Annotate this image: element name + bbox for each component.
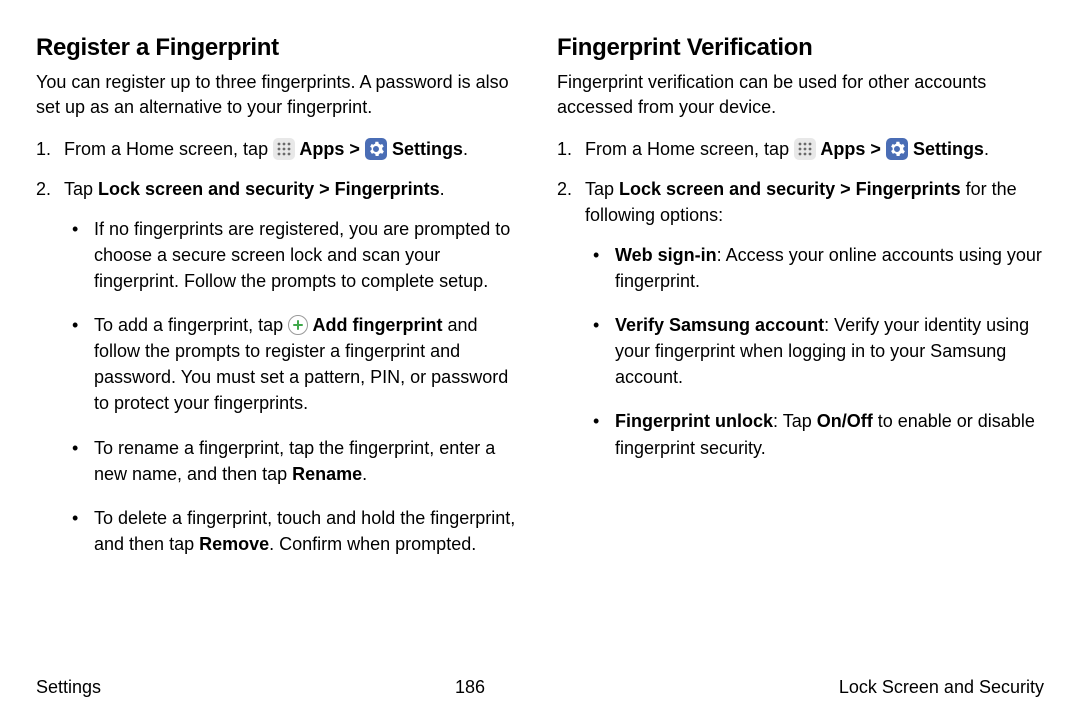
text: From a Home screen, tap [585,139,794,159]
text: From a Home screen, tap [64,139,273,159]
right-step-1: From a Home screen, tap Apps > Settings. [557,136,1044,162]
text: . [440,179,445,199]
add-icon [288,315,308,335]
text: If no fingerprints are registered, you a… [94,219,510,291]
left-step-1: From a Home screen, tap Apps > Settings. [36,136,523,162]
bullet-item: To rename a fingerprint, tap the fingerp… [64,435,523,487]
apps-label: Apps > [816,139,886,159]
footer-left: Settings [36,677,101,698]
text: . Confirm when prompted. [269,534,476,554]
bullet-item: If no fingerprints are registered, you a… [64,216,523,294]
text: Tap [64,179,98,199]
right-step-2: Tap Lock screen and security > Fingerpri… [557,176,1044,461]
bold-text: Lock screen and security > Fingerprints [98,179,440,199]
text: . [463,139,468,159]
left-bullets: If no fingerprints are registered, you a… [64,216,523,557]
bold-text: Rename [292,464,362,484]
bold-text: Web sign-in [615,245,717,265]
bold-text: Add fingerprint [308,315,442,335]
bullet-item: Web sign-in: Access your online accounts… [585,242,1044,294]
bullet-item: Fingerprint unlock: Tap On/Off to enable… [585,408,1044,460]
apps-icon [794,138,816,160]
apps-icon [273,138,295,160]
bold-text: Verify Samsung account [615,315,824,335]
left-column: Register a Fingerprint You can register … [36,34,523,575]
text: . [362,464,367,484]
bullet-item: To delete a fingerprint, touch and hold … [64,505,523,557]
right-intro: Fingerprint verification can be used for… [557,70,1044,120]
settings-label: Settings [387,139,463,159]
left-steps: From a Home screen, tap Apps > Settings.… [36,136,523,557]
bold-text: Remove [199,534,269,554]
right-bullets: Web sign-in: Access your online accounts… [585,242,1044,461]
settings-icon [365,138,387,160]
footer-right: Lock Screen and Security [839,677,1044,698]
bullet-item: Verify Samsung account: Verify your iden… [585,312,1044,390]
left-heading: Register a Fingerprint [36,34,523,62]
content-columns: Register a Fingerprint You can register … [36,34,1044,575]
text: Tap [585,179,619,199]
bold-text: Lock screen and security > Fingerprints [619,179,961,199]
settings-icon [886,138,908,160]
page-footer: Settings 186 Lock Screen and Security [36,677,1044,698]
bullet-item: To add a fingerprint, tap Add fingerprin… [64,312,523,416]
settings-label: Settings [908,139,984,159]
left-step-2: Tap Lock screen and security > Fingerpri… [36,176,523,557]
footer-page-number: 186 [455,677,485,698]
apps-label: Apps > [295,139,365,159]
right-steps: From a Home screen, tap Apps > Settings.… [557,136,1044,461]
text: To add a fingerprint, tap [94,315,288,335]
text: : Tap [773,411,817,431]
bold-text: Fingerprint unlock [615,411,773,431]
right-heading: Fingerprint Verification [557,34,1044,62]
text: . [984,139,989,159]
bold-text: On/Off [817,411,873,431]
right-column: Fingerprint Verification Fingerprint ver… [557,34,1044,575]
left-intro: You can register up to three fingerprint… [36,70,523,120]
